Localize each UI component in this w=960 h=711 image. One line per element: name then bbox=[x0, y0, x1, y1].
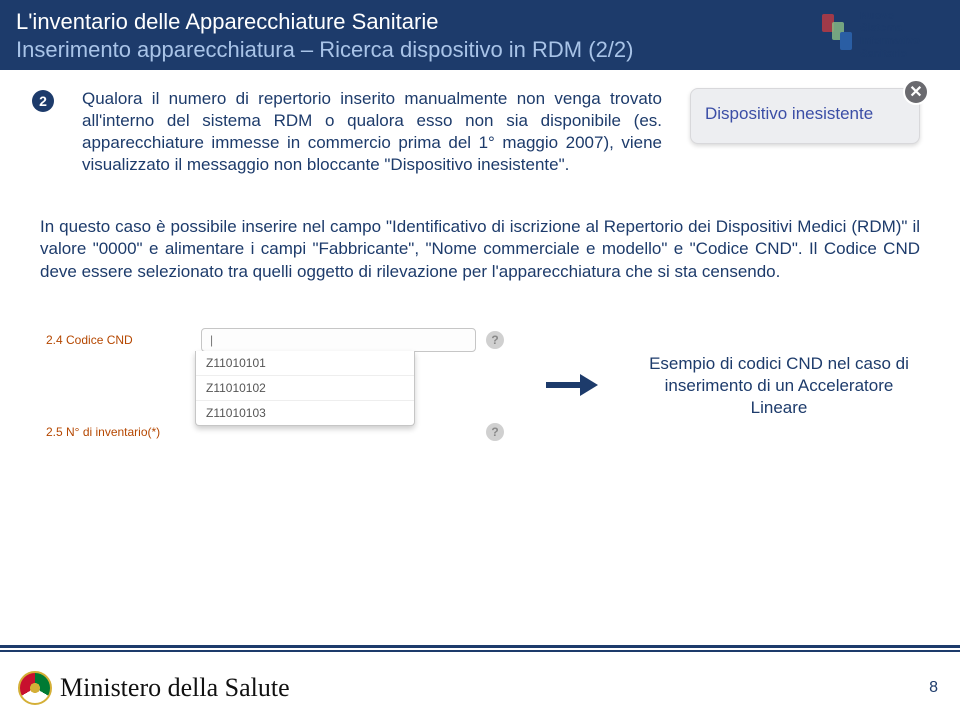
step-badge: 2 bbox=[32, 90, 54, 112]
slide-footer: Ministero della Salute 8 bbox=[0, 645, 960, 711]
dropdown-item[interactable]: Z11010103 bbox=[196, 400, 414, 425]
nsis-logo-text: Nuovo Sistema Informativo Sanitario bbox=[860, 10, 920, 61]
dropdown-item[interactable]: Z11010101 bbox=[196, 351, 414, 375]
arrow-caption: Esempio di codici CND nel caso di inseri… bbox=[638, 353, 920, 419]
ministry-logo: Ministero della Salute bbox=[18, 671, 290, 705]
slide-header: L'inventario delle Apparecchiature Sanit… bbox=[0, 0, 960, 70]
page-number: 8 bbox=[929, 679, 938, 697]
toast-dispositivo-inesistente: ✕ Dispositivo inesistente bbox=[690, 88, 920, 144]
slide-title: L'inventario delle Apparecchiature Sanit… bbox=[16, 8, 944, 36]
slide-content: 2 Qualora il numero di repertorio inseri… bbox=[0, 70, 960, 447]
nsis-logo: Nuovo Sistema Informativo Sanitario bbox=[822, 6, 942, 64]
codice-cnd-dropdown[interactable]: Z11010101 Z11010102 Z11010103 bbox=[195, 351, 415, 426]
paragraph-a: Qualora il numero di repertorio inserito… bbox=[82, 88, 662, 176]
close-icon[interactable]: ✕ bbox=[903, 79, 929, 105]
arrow-right-icon bbox=[546, 374, 602, 398]
paragraph-b: In questo caso è possibile inserire nel … bbox=[40, 216, 920, 282]
toast-text: Dispositivo inesistente bbox=[705, 103, 905, 125]
field-label-inventario: 2.5 N° di inventario(*) bbox=[46, 425, 191, 439]
ministry-text: Ministero della Salute bbox=[60, 673, 290, 703]
codice-cnd-screenshot: 2.4 Codice CND ? Z11010101 Z11010102 Z11… bbox=[40, 325, 510, 447]
help-icon[interactable]: ? bbox=[486, 331, 504, 349]
field-label-codice-cnd: 2.4 Codice CND bbox=[46, 333, 191, 347]
slide-subtitle: Inserimento apparecchiatura – Ricerca di… bbox=[16, 36, 944, 64]
codice-cnd-input[interactable] bbox=[201, 328, 476, 352]
example-area: 2.4 Codice CND ? Z11010101 Z11010102 Z11… bbox=[40, 325, 920, 447]
italian-emblem-icon bbox=[18, 671, 52, 705]
nsis-logo-bars bbox=[822, 14, 854, 56]
help-icon[interactable]: ? bbox=[486, 423, 504, 441]
dropdown-item[interactable]: Z11010102 bbox=[196, 375, 414, 400]
